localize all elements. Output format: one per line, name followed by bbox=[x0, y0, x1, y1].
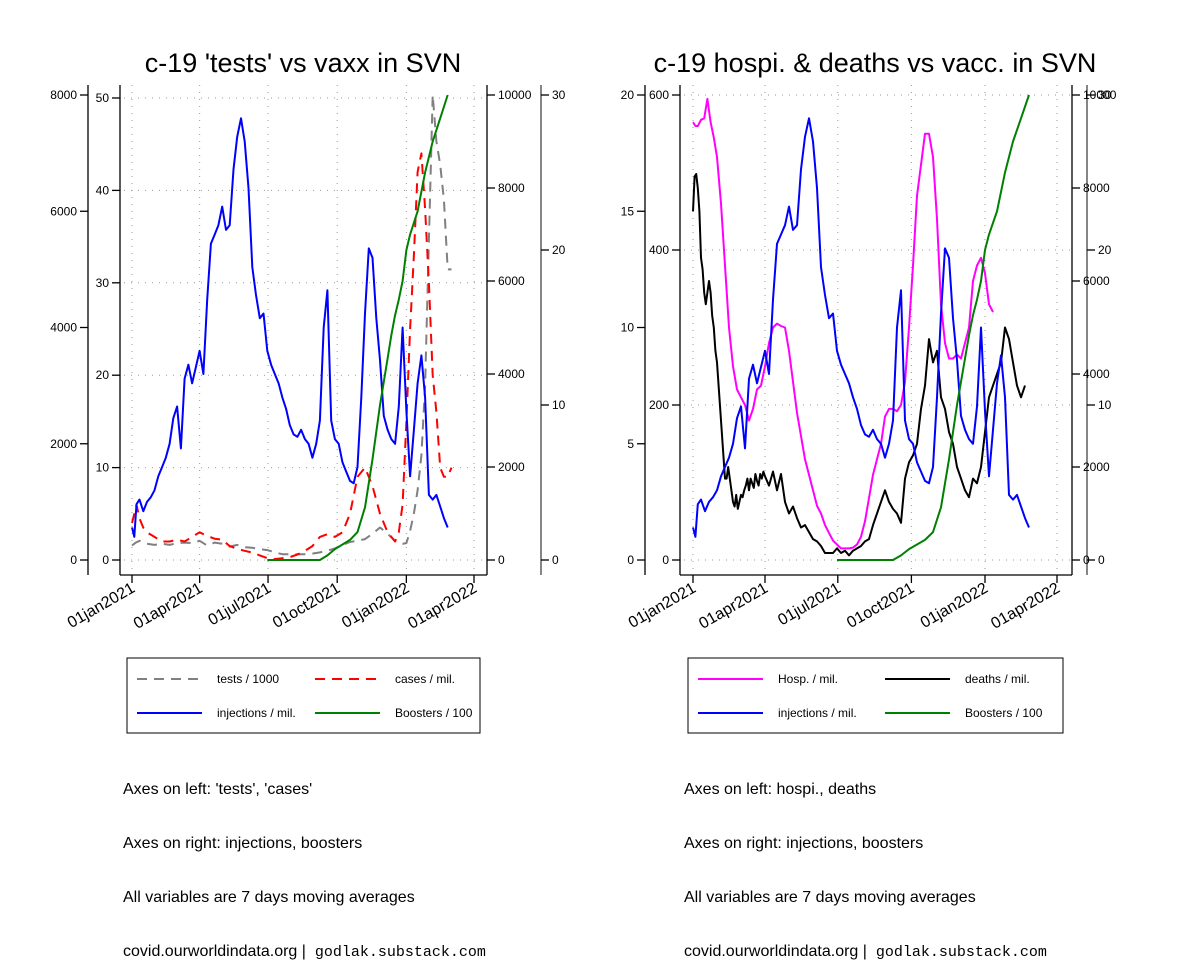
inner-left-axis-tick-label: 200 bbox=[649, 398, 669, 412]
left-note-2: Axes on right: injections, boosters bbox=[123, 835, 363, 852]
inner-left-axis-tick-label: 20 bbox=[96, 368, 110, 382]
inner-right-axis-tick-label: 4000 bbox=[498, 367, 525, 381]
legend-label: injections / mil. bbox=[217, 706, 296, 720]
inner-right-axis-tick-label: 6000 bbox=[1083, 274, 1110, 288]
outer-right-axis-tick-label: 0 bbox=[552, 553, 559, 567]
inner-left-axis-tick-label: 400 bbox=[649, 243, 669, 257]
series-line-boosters-100 bbox=[837, 94, 1030, 561]
legend-label: deaths / mil. bbox=[965, 672, 1030, 686]
series-line-injections-mil bbox=[131, 117, 449, 538]
chart-canvas: c-19 'tests' vs vaxx in SVN0200040006000… bbox=[50, 48, 1117, 734]
inner-right-axis-tick-label: 8000 bbox=[1083, 181, 1110, 195]
right-note-2: Axes on right: injections, boosters bbox=[684, 835, 924, 852]
series-line-boosters-100 bbox=[267, 94, 449, 561]
x-tick-label: 01apr2022 bbox=[405, 580, 480, 633]
x-tick-label: 01apr2021 bbox=[696, 580, 771, 633]
x-tick-label: 01jan2022 bbox=[918, 580, 991, 632]
legend-box bbox=[687, 657, 1064, 734]
series-line-cases-mil bbox=[131, 152, 453, 561]
x-tick-label: 01apr2022 bbox=[988, 580, 1063, 633]
inner-right-axis-tick-label: 10000 bbox=[498, 88, 532, 102]
inner-left-axis-tick-label: 30 bbox=[96, 276, 110, 290]
legend-label: injections / mil. bbox=[778, 706, 857, 720]
chart-hospi-deaths-vs-vacc: c-19 hospi. & deaths vs vacc. in SVN 0 5 10… bbox=[621, 48, 1117, 734]
legend-label: cases / mil. bbox=[395, 672, 455, 686]
outer-left-axis-tick-label: 2000 bbox=[50, 437, 77, 451]
series-line-hosp-mil bbox=[692, 97, 994, 550]
chart-tests-vs-vaxx: c-19 'tests' vs vaxx in SVN0200040006000… bbox=[50, 48, 566, 734]
x-tick-label: 01jul2021 bbox=[205, 580, 274, 629]
outer-right-axis-tick-label: 20 bbox=[552, 243, 566, 257]
inner-right-axis-tick-label: 10000 bbox=[1083, 88, 1117, 102]
inner-right-axis-tick-label: 2000 bbox=[498, 460, 525, 474]
outer-right-axis-tick-label: 10 bbox=[1098, 398, 1112, 412]
legend-box bbox=[126, 657, 481, 734]
right-note-1: Axes on left: hospi., deaths bbox=[684, 781, 877, 798]
outer-right-axis-tick-label: 30 bbox=[552, 88, 566, 102]
outer-right-axis-tick-label: 20 bbox=[1098, 243, 1112, 257]
outer-left-axis-tick-label: 0 bbox=[627, 553, 634, 567]
left-note-1: Axes on left: 'tests', 'cases' bbox=[123, 781, 313, 798]
inner-right-axis-tick-label: 0 bbox=[498, 553, 505, 567]
outer-left-axis-tick-label: 15 bbox=[621, 204, 635, 218]
inner-left-axis-tick-label: 0 bbox=[662, 553, 669, 567]
outer-left-axis-tick-label: 5 bbox=[627, 437, 634, 451]
inner-left-axis-tick-label: 600 bbox=[649, 88, 669, 102]
inner-left-axis-tick-label: 10 bbox=[96, 461, 110, 475]
legend-label: Boosters / 100 bbox=[395, 706, 473, 720]
inner-left-axis-tick-label: 50 bbox=[96, 91, 110, 105]
outer-left-axis-tick-label: 20 bbox=[621, 88, 635, 102]
outer-left-axis-tick-label: 6000 bbox=[50, 204, 77, 218]
inner-right-axis-tick-label: 4000 bbox=[1083, 367, 1110, 381]
left-chart-notes: Axes on left: 'tests', 'cases' Axes on r… bbox=[123, 745, 486, 980]
inner-left-axis-tick-label: 0 bbox=[102, 553, 109, 567]
x-tick-label: 01jan2022 bbox=[339, 580, 412, 632]
legend-label: Boosters / 100 bbox=[965, 706, 1043, 720]
x-tick-label: 01oct2021 bbox=[844, 580, 917, 632]
outer-left-axis-tick-label: 8000 bbox=[50, 88, 77, 102]
legend: Hosp. / mil. deaths / mil. injections / mi… bbox=[687, 657, 1064, 734]
x-tick-label: 01apr2021 bbox=[131, 580, 206, 633]
inner-right-axis-tick-label: 0 bbox=[1083, 553, 1090, 567]
series-line-tests-1000 bbox=[131, 94, 452, 556]
outer-left-axis-tick-label: 10 bbox=[621, 321, 635, 335]
outer-right-axis-tick-label: 0 bbox=[1098, 553, 1105, 567]
outer-left-axis-tick-label: 4000 bbox=[50, 321, 77, 335]
series-line-deaths-mil bbox=[692, 173, 1026, 557]
inner-left-axis-tick-label: 40 bbox=[96, 183, 110, 197]
right-chart-notes: Axes on left: hospi., deaths Axes on rig… bbox=[684, 745, 1047, 980]
inner-right-axis-tick-label: 8000 bbox=[498, 181, 525, 195]
x-tick-label: 01jul2021 bbox=[775, 580, 844, 629]
legend: tests / 1000 cases / mil. injections / mil… bbox=[126, 657, 481, 734]
inner-right-axis-tick-label: 2000 bbox=[1083, 460, 1110, 474]
outer-right-axis-tick-label: 30 bbox=[1098, 88, 1112, 102]
series-line-injections-mil bbox=[692, 117, 1030, 538]
x-tick-label: 01jan2021 bbox=[65, 580, 138, 632]
x-tick-label: 01oct2021 bbox=[270, 580, 343, 632]
legend-label: tests / 1000 bbox=[217, 672, 279, 686]
outer-left-axis-tick-label: 0 bbox=[70, 553, 77, 567]
inner-right-axis-tick-label: 6000 bbox=[498, 274, 525, 288]
left-source: covid.ourworldindata.org | bbox=[123, 943, 306, 960]
right-source: covid.ourworldindata.org | bbox=[684, 943, 867, 960]
outer-right-axis-tick-label: 10 bbox=[552, 398, 566, 412]
left-note-3: All variables are 7 days moving averages bbox=[123, 889, 415, 906]
chart-title: c-19 hospi. & deaths vs vacc. in SVN bbox=[654, 48, 1097, 78]
x-tick-label: 01jan2021 bbox=[626, 580, 699, 632]
chart-title: c-19 'tests' vs vaxx in SVN bbox=[145, 48, 461, 78]
left-credit: godlak.substack.com bbox=[314, 944, 486, 961]
right-credit: godlak.substack.com bbox=[875, 944, 1047, 961]
right-note-3: All variables are 7 days moving averages bbox=[684, 889, 976, 906]
legend-label: Hosp. / mil. bbox=[778, 672, 838, 686]
